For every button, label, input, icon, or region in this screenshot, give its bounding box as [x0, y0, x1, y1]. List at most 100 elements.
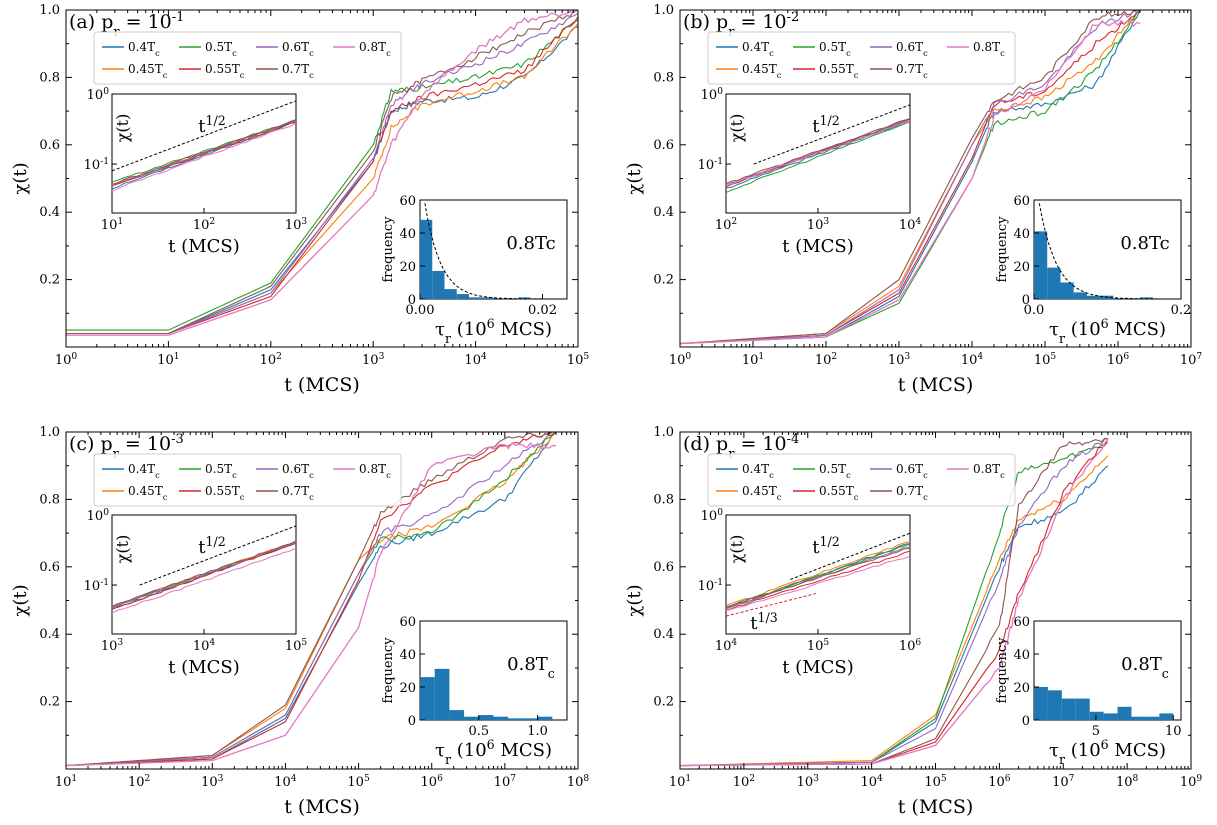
legend-entry: 0.6Tc [256, 462, 314, 480]
inset-x-tick-label: 103 [285, 217, 308, 233]
inset-y-label: χ(t) [727, 114, 746, 143]
y-tick-label: 0.8 [653, 70, 674, 85]
hist-bar [1060, 282, 1074, 299]
y-tick-label: 0.4 [653, 627, 674, 642]
hist-bar [444, 289, 457, 299]
x-tick-label: 108 [567, 774, 590, 790]
series-line-0p6Tc [65, 431, 556, 767]
inset-y-label: χ(t) [113, 535, 132, 564]
series-line-0p8Tc [65, 441, 557, 767]
legend-label: 0.8Tc [973, 462, 1005, 480]
y-axis-label: χ(t) [624, 584, 645, 616]
inset-series-line [725, 120, 911, 185]
hist-annotation: 0.8Tc [1121, 654, 1169, 681]
legend-label: 0.55Tc [819, 62, 859, 80]
inset-x-tick-label: 104 [899, 217, 922, 233]
inset-x-label: t (MCS) [782, 236, 854, 257]
x-tick-label: 100 [55, 352, 78, 368]
legend-label: 0.5Tc [205, 462, 237, 480]
series-group [66, 9, 579, 336]
inset-x-tick-label: 105 [807, 638, 830, 654]
legend-label: 0.4Tc [128, 462, 160, 480]
x-tick-label: 101 [742, 352, 764, 368]
x-tick-label: 104 [961, 352, 984, 368]
hist-x-label: τr (106 MCS) [1049, 316, 1166, 346]
x-tick-label: 103 [362, 352, 385, 368]
y-tick-label: 0.4 [39, 627, 60, 642]
legend-entry: 0.8Tc [333, 462, 391, 480]
hist-y-tick-label: 20 [1013, 260, 1030, 275]
hist-x-tick-label: 0.02 [528, 303, 557, 318]
panel-label: (a) pr = 10-1 [69, 10, 184, 40]
hist-y-tick-label: 0 [1022, 293, 1030, 308]
inset-histogram: 0 20 40 60 5 10 frequency τr (106 MCS) 0.8Tc [995, 615, 1182, 767]
x-tick-label: 103 [797, 774, 820, 790]
inset-series-line [111, 547, 297, 614]
inset-series-line [725, 547, 911, 608]
hist-x-tick-label: 0.00 [406, 303, 435, 318]
hist-bar [1034, 687, 1048, 720]
x-tick-label: 105 [1034, 352, 1057, 368]
inset-frame [725, 93, 911, 214]
series-line-0p7Tc [679, 9, 1140, 345]
hist-y-tick-label: 20 [1013, 681, 1030, 696]
legend: 0.4Tc 0.5Tc 0.6Tc 0.8Tc 0.45Tc 0.55Tc 0.7Tc [707, 453, 1016, 507]
legend-label: 0.45Tc [128, 484, 168, 502]
y-tick-label: 1.0 [39, 425, 60, 440]
inset-histogram: 0 20 40 60 0.00 0.02 frequency τr (106 MCS) 0.8T… [381, 194, 568, 346]
guide-line [111, 100, 297, 172]
inset-series-line [725, 546, 911, 609]
hist-bar [432, 270, 445, 299]
panel-b: 100 101 102 103 104 105 106 107 0.2 0.4 0.6 0.8 1.0 t… [624, 3, 1202, 396]
hist-bar [508, 718, 523, 720]
y-tick-label: 0.6 [39, 560, 60, 575]
hist-annotation: 0.8Tc [1120, 233, 1169, 254]
y-tick-label: 0.4 [39, 205, 60, 220]
hist-y-tick-label: 0 [408, 714, 416, 729]
y-tick-label: 0.6 [39, 138, 60, 153]
legend-label: 0.6Tc [282, 40, 314, 58]
x-tick-label: 102 [128, 774, 150, 790]
legend-entry: 0.5Tc [793, 462, 851, 480]
inset-series-line [111, 542, 297, 610]
legend-label: 0.4Tc [742, 462, 774, 480]
x-tick-label: 100 [669, 352, 692, 368]
y-axis-label: χ(t) [10, 162, 31, 194]
hist-bar [522, 718, 538, 720]
panel-a: 100 101 102 103 104 105 0.2 0.4 0.6 0.8 1.0 t (MCS)… [10, 3, 589, 396]
x-tick-label: 105 [924, 774, 947, 790]
panel-d: 101 102 103 104 105 106 107 108 1090.20.40.60.81… [624, 425, 1202, 818]
guide-line [725, 592, 819, 617]
hist-y-tick-label: 20 [399, 260, 416, 275]
legend-entry: 0.45Tc [716, 62, 782, 80]
inset-y-tick-label: 100 [701, 87, 724, 103]
panel-label: (d) pr = 10-4 [683, 432, 799, 462]
legend-entry: 0.55Tc [179, 484, 245, 502]
hist-y-tick-label: 40 [399, 227, 416, 242]
series-line-0p5Tc [66, 19, 579, 331]
legend-entry: 0.5Tc [793, 40, 851, 58]
inset-series-line [111, 119, 297, 183]
inset-histogram: 0 20 40 60 0.0 0.2 frequency τr (106 MCS) 0.8Tc [995, 194, 1191, 346]
series-line-0p6Tc [66, 12, 579, 335]
inset-growth: t1/2 103 104 105 10-1 100 t (MCS) χ(t) [84, 508, 308, 678]
x-tick-label: 105 [567, 352, 590, 368]
x-tick-label: 107 [494, 774, 517, 790]
hist-y-tick-label: 0 [408, 293, 416, 308]
hist-bar [420, 219, 433, 299]
hist-bar [493, 716, 509, 720]
inset-y-tick-label: 100 [87, 87, 110, 103]
fit-curve [424, 203, 543, 300]
legend-entry: 0.7Tc [870, 484, 928, 502]
hist-bar [478, 715, 494, 720]
legend-entry: 0.45Tc [102, 62, 168, 80]
inset-series-line [111, 122, 297, 192]
series-line-0p6Tc [679, 438, 1108, 767]
hist-y-tick-label: 60 [399, 194, 416, 209]
inset-y-tick-label: 100 [701, 508, 724, 524]
legend-label: 0.55Tc [205, 62, 245, 80]
hist-bar [434, 668, 450, 720]
hist-bar [456, 294, 469, 299]
legend-entry: 0.6Tc [256, 40, 314, 58]
